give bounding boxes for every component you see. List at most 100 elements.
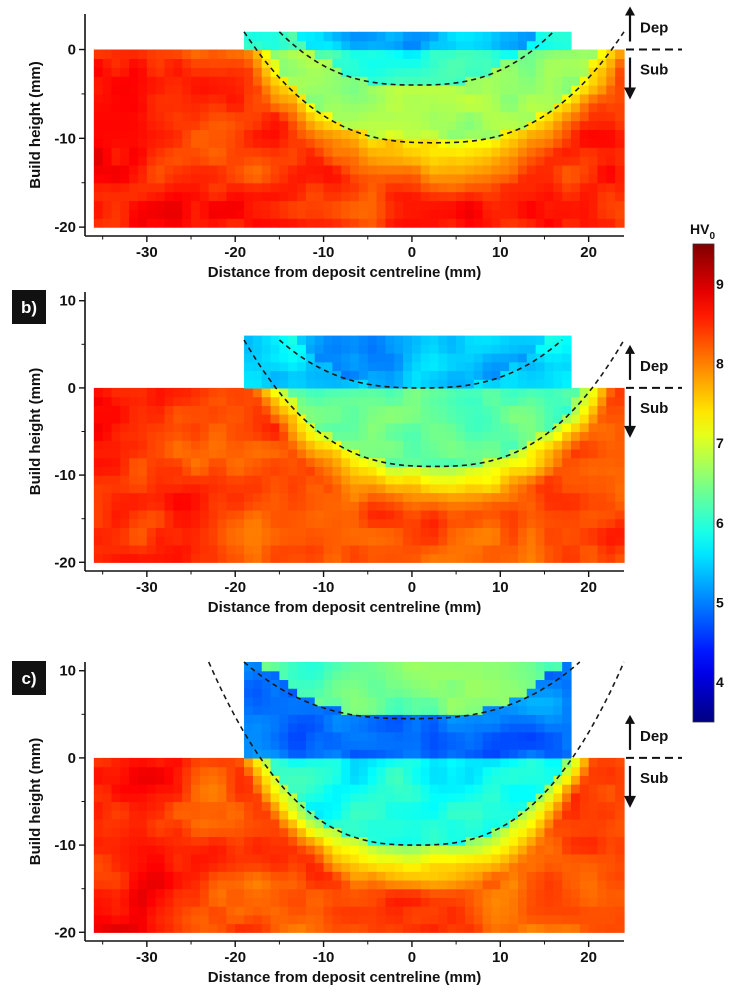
heatmap-cell — [164, 200, 174, 210]
heatmap-cell — [464, 810, 475, 820]
heatmap-cell — [570, 191, 581, 202]
heatmap-cell — [526, 422, 537, 433]
heatmap-cell — [164, 218, 174, 228]
heatmap-cell — [323, 923, 334, 933]
heatmap-cell — [544, 792, 554, 803]
heatmap-cell — [597, 862, 607, 872]
heatmap-cell — [305, 440, 316, 450]
heatmap-cell — [553, 897, 563, 907]
heatmap-cell — [138, 218, 148, 228]
heatmap-cell — [217, 102, 227, 113]
heatmap-cell — [526, 897, 537, 907]
heatmap-cell — [544, 914, 554, 925]
heatmap-cell — [570, 792, 581, 803]
inner-zone-boundary — [243, 661, 581, 720]
heatmap-cell — [367, 76, 378, 86]
heatmap-cell — [385, 527, 395, 537]
heatmap-cell — [473, 102, 484, 113]
heatmap-cell — [473, 49, 484, 59]
heatmap-cell — [517, 344, 528, 354]
heatmap-cell — [164, 448, 174, 459]
heatmap-cell — [367, 740, 378, 750]
heatmap-cell — [208, 879, 219, 890]
heatmap-cell — [350, 670, 360, 681]
heatmap-cell — [535, 164, 546, 175]
heatmap-cell — [279, 76, 289, 86]
heatmap-cell — [252, 457, 263, 467]
heatmap-cell — [535, 414, 546, 424]
heatmap-cell — [93, 914, 104, 925]
heatmap-cell — [447, 723, 457, 733]
heatmap-cell — [411, 182, 422, 193]
heatmap-cell — [350, 156, 360, 166]
heatmap-cell — [323, 475, 334, 485]
heatmap-cell — [173, 448, 183, 459]
heatmap-cell — [438, 40, 448, 51]
heatmap-cell — [553, 871, 563, 881]
heatmap-cell — [279, 182, 289, 193]
heatmap-cell — [173, 775, 183, 785]
heatmap-cell — [358, 879, 369, 890]
heatmap-cell — [332, 67, 342, 77]
heatmap-cell — [235, 414, 245, 424]
heatmap-cell — [341, 723, 351, 733]
heatmap-cell — [244, 714, 254, 724]
heatmap-cell — [420, 379, 431, 389]
heatmap-cell — [579, 218, 590, 228]
heatmap-cell — [456, 182, 466, 193]
heatmap-cell — [482, 731, 493, 742]
heatmap-cell — [332, 111, 342, 122]
heatmap-cell — [597, 448, 607, 459]
heatmap-cell — [358, 173, 369, 184]
heatmap-cell — [244, 40, 254, 51]
heatmap-cell — [358, 475, 369, 485]
heatmap-cell — [464, 923, 475, 933]
heatmap-cell — [500, 156, 510, 166]
heatmap-cell — [332, 670, 342, 681]
heatmap-cell — [129, 457, 139, 467]
heatmap-cell — [376, 879, 387, 890]
heatmap-cell — [129, 164, 139, 175]
heatmap-cell — [261, 218, 272, 228]
heatmap-cell — [208, 147, 219, 157]
heatmap-cell — [535, 138, 546, 148]
heatmap-cell — [164, 422, 174, 433]
heatmap-cell — [332, 414, 342, 424]
heatmap-cell — [252, 544, 263, 555]
heatmap-cell — [562, 191, 572, 202]
heatmap-cell — [464, 85, 475, 95]
heatmap-cell — [261, 448, 272, 459]
heatmap-cell — [252, 871, 263, 881]
heatmap-cell — [553, 696, 563, 707]
heatmap-cell — [500, 129, 510, 139]
heatmap-cell — [394, 888, 404, 899]
heatmap-cell — [111, 120, 121, 131]
heatmap-cell — [588, 67, 599, 77]
heatmap-cell — [376, 897, 387, 907]
heatmap-cell — [341, 792, 351, 803]
heatmap-cell — [588, 888, 599, 899]
heatmap-cell — [350, 422, 360, 433]
heatmap-cell — [367, 679, 378, 689]
heatmap-cell — [526, 353, 537, 363]
heatmap-cell — [350, 335, 360, 345]
heatmap-cell — [164, 888, 174, 899]
heatmap-cell — [429, 67, 440, 77]
heatmap-cell — [482, 93, 493, 104]
heatmap-cell — [447, 164, 457, 175]
heatmap-cell — [473, 457, 484, 467]
heatmap-cell — [138, 888, 148, 899]
heatmap-cell — [341, 810, 351, 820]
heatmap-cell — [473, 888, 484, 899]
heatmap-cell — [394, 879, 404, 890]
heatmap-cell — [438, 182, 448, 193]
heatmap-cell — [500, 688, 510, 698]
heatmap-cell — [517, 871, 528, 881]
heatmap-cell — [120, 757, 130, 768]
heatmap-cell — [464, 335, 475, 345]
heatmap-cell — [588, 784, 599, 794]
heatmap-cell — [438, 370, 448, 380]
heatmap-cell — [305, 209, 316, 219]
heatmap-cell — [500, 836, 510, 846]
heatmap-cell — [429, 731, 440, 742]
